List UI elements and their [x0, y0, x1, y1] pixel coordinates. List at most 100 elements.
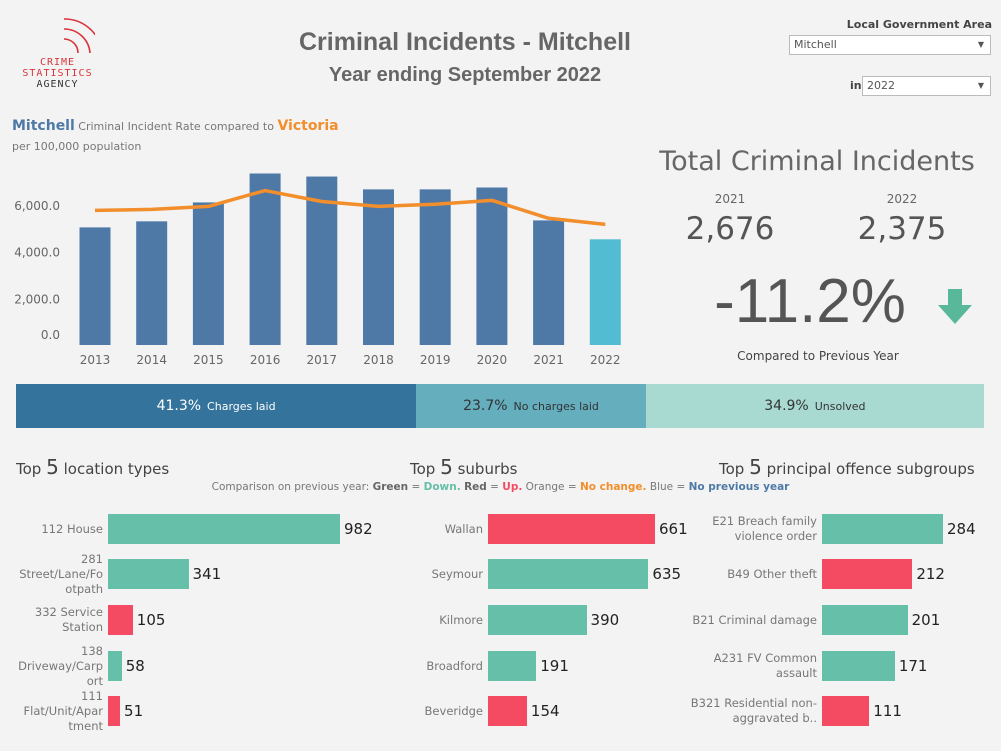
rate-chart: 0.0 2,000.0 4,000.0 6,000.0 2013 2014 2015 2016…: [14, 173, 621, 367]
bar-value: 105: [136, 611, 166, 629]
bar-label: B21 Criminal damage: [692, 612, 817, 627]
bar[interactable]: [488, 696, 527, 726]
bar-2015: [192, 202, 224, 345]
totals-value-2: 2,375: [857, 211, 947, 247]
year-dropdown-value: 2022: [867, 79, 895, 92]
bar[interactable]: [488, 559, 649, 589]
outcome-segment[interactable]: 34.9% Unsolved: [645, 384, 984, 428]
lga-dropdown[interactable]: Mitchell ▼: [789, 35, 991, 55]
dropdown-arrow-icon: ▼: [977, 40, 984, 49]
logo-line-2: STATISTICS: [22, 68, 93, 79]
bar-2021: [533, 220, 565, 345]
bar[interactable]: [108, 651, 122, 681]
y-tick-label: 0.0: [41, 328, 60, 342]
y-tick-label: 6,000.0: [14, 199, 60, 213]
x-tick-label: 2020: [477, 353, 508, 367]
bar-label: 138 Driveway/Carp ort: [18, 643, 103, 688]
x-tick-label: 2022: [590, 353, 621, 367]
bar-value: 191: [540, 657, 569, 675]
x-tick-label: 2018: [363, 353, 394, 367]
x-tick-label: 2014: [136, 353, 167, 367]
bar-2016: [249, 173, 281, 345]
x-tick-label: 2019: [420, 353, 451, 367]
y-tick-label: 2,000.0: [14, 292, 60, 306]
bar-value: 201: [911, 611, 941, 629]
area-name: Mitchell: [12, 118, 75, 134]
bar-value: 341: [192, 565, 222, 583]
bar[interactable]: [822, 559, 913, 589]
year-dropdown[interactable]: 2022 ▼: [862, 76, 991, 96]
logo-line-3: AGENCY: [36, 79, 79, 90]
bar-2020: [476, 187, 508, 345]
bar-label: 332 Service Station: [34, 605, 103, 634]
x-tick-label: 2013: [80, 353, 111, 367]
outcome-label: Unsolved: [814, 399, 866, 413]
outcome-segment[interactable]: 23.7% No charges laid: [416, 384, 646, 428]
x-tick-label: 2017: [307, 353, 338, 367]
y-tick-label: 4,000.0: [14, 246, 60, 260]
outcome-label: No charges laid: [513, 399, 599, 413]
bar-value: 661: [659, 520, 688, 538]
bar[interactable]: [488, 605, 587, 635]
bar[interactable]: [822, 514, 943, 544]
bar[interactable]: [108, 559, 189, 589]
bar-label: Beveridge: [424, 703, 483, 718]
bar[interactable]: [488, 651, 537, 681]
bar-label: Wallan: [444, 521, 483, 536]
year-filter-label: in: [850, 79, 862, 92]
bar-label: 281 Street/Lane/Fo otpath: [19, 551, 103, 596]
x-tick-label: 2016: [250, 353, 281, 367]
lga-dropdown-value: Mitchell: [794, 38, 837, 51]
top-suburbs-title: Top 5 suburbs: [410, 455, 518, 479]
dropdown-arrow-icon: ▼: [977, 81, 984, 90]
bar-label: 111 Flat/Unit/Apar tment: [23, 688, 103, 733]
page-subtitle: Year ending September 2022: [328, 64, 602, 86]
x-tick-label: 2021: [533, 353, 564, 367]
rate-chart-title: Mitchell Criminal Incident Rate compared…: [12, 118, 339, 134]
bar[interactable]: [108, 514, 340, 544]
bar-2019: [419, 189, 451, 345]
bar-2022: [589, 239, 621, 345]
victoria-line: [94, 188, 606, 227]
bar-value: 390: [590, 611, 620, 629]
totals-title: Total Criminal Incidents: [659, 146, 975, 177]
totals-year-1: 2021: [714, 192, 746, 206]
totals-change: -11.2%: [714, 267, 906, 336]
bar-label: B49 Other theft: [727, 566, 817, 581]
outcome-pct: 23.7%: [463, 398, 508, 414]
bar[interactable]: [108, 696, 121, 726]
logo-arcs-icon: [63, 18, 95, 54]
bar-value: 171: [898, 657, 928, 675]
bar[interactable]: [488, 514, 655, 544]
bar-label: Kilmore: [439, 612, 483, 627]
bar-2018: [363, 189, 394, 345]
bar-label: Broadford: [426, 658, 483, 673]
color-legend: Comparison on previous year: Green = Dow…: [211, 481, 790, 493]
bar-label: Seymour: [431, 566, 483, 581]
bar[interactable]: [108, 605, 133, 635]
outcome-pct: 41.3%: [156, 398, 202, 414]
bar-value: 635: [652, 565, 682, 583]
x-tick-label: 2015: [193, 353, 224, 367]
bar-2014: [136, 221, 168, 345]
outcome-segment[interactable]: 41.3% Charges laid: [16, 384, 417, 428]
bar-value: 982: [344, 520, 373, 538]
bar-value: 58: [125, 657, 145, 675]
bar[interactable]: [822, 605, 908, 635]
logo-line-1: CRIME: [39, 57, 76, 68]
bar[interactable]: [822, 651, 895, 681]
page-title: Criminal Incidents - Mitchell: [299, 28, 631, 56]
title-mid: Criminal Incident Rate compared to: [78, 120, 274, 133]
compare-name: Victoria: [277, 118, 339, 134]
bar-value: 111: [873, 702, 902, 720]
bar-value: 212: [916, 565, 945, 583]
rate-chart-subtitle: per 100,000 population: [12, 140, 142, 153]
bar-value: 154: [530, 702, 560, 720]
bar-value: 51: [124, 702, 144, 720]
bar[interactable]: [822, 696, 870, 726]
outcome-pct: 34.9%: [764, 398, 809, 414]
bar-label: 112 House: [41, 521, 103, 536]
arrow-down-icon: [938, 289, 972, 324]
lga-filter-label: Local Government Area: [846, 18, 992, 31]
bar-value: 284: [947, 520, 976, 538]
